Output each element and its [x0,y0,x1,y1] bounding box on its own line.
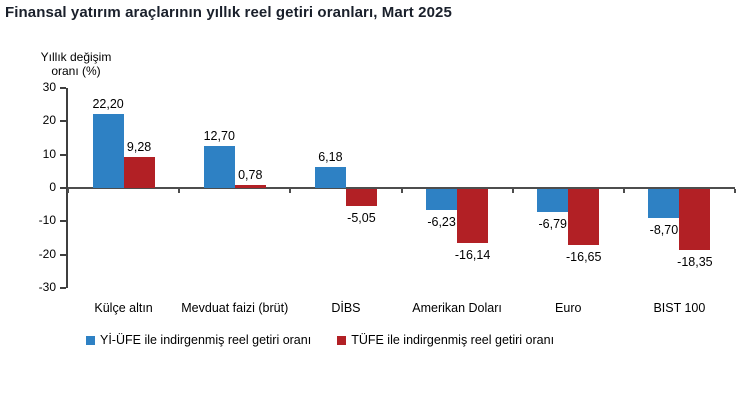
legend-label-tufe: TÜFE ile indirgenmiş reel getiri oranı [351,333,555,347]
bar-tufe [568,189,600,245]
y-axis-tick-label: 10 [42,146,56,161]
y-axis-line [66,88,68,288]
bar-yiufe [92,114,124,188]
bar-tufe [457,189,489,243]
category-label: Amerikan Doları [412,301,502,315]
bar-value-label: -16,65 [566,249,602,264]
legend-item-yiufe: Yİ-ÜFE ile indirgenmiş reel getiri oranı [86,333,311,347]
y-axis-tick [60,187,66,189]
y-axis-tick [60,153,66,156]
bar-yiufe [426,189,458,210]
category-label: Külçe altın [94,301,153,315]
bar-tufe [234,185,266,188]
x-axis-tick [622,189,625,193]
bar-yiufe [203,145,235,188]
x-axis-tick [511,189,514,193]
bar-value-label: 12,70 [203,128,235,143]
x-axis-tick [178,189,181,193]
bar-value-label: -6,23 [427,214,456,229]
x-axis-tick [400,189,403,193]
legend: Yİ-ÜFE ile indirgenmiş reel getiri oranı… [86,333,554,347]
x-axis-tick [734,189,736,193]
y-axis-tick-label: 20 [42,113,56,128]
category-label: DİBS [331,301,361,315]
bar-tufe [123,157,155,188]
bar-value-label: -16,14 [454,247,491,262]
legend-swatch-blue-square-icon [86,335,95,345]
zero-line [68,187,735,189]
y-axis-tick [60,87,66,89]
bar-value-label: -6,79 [538,216,568,231]
category-label: BIST 100 [653,301,706,315]
bar-value-label: -18,35 [677,255,713,270]
x-axis-tick [289,189,292,193]
legend-item-tufe: TÜFE ile indirgenmiş reel getiri oranı [337,333,554,347]
x-axis-tick [67,189,69,193]
y-axis-title-line2: oranı (%) [51,64,101,78]
bar-value-label: -5,05 [347,210,376,225]
bar-value-label: 0,78 [238,168,263,183]
bar-value-label: -8,70 [649,223,679,237]
category-label: Euro [555,301,582,315]
y-axis-tick-label: 0 [49,180,56,194]
bar-yiufe [314,167,346,188]
y-axis-tick-label: -20 [38,246,56,261]
legend-label-yiufe: Yİ-ÜFE ile indirgenmiş reel getiri oranı [100,333,312,347]
bar-value-label: 22,20 [92,97,124,111]
chart-title: Finansal yatırım araçlarının yıllık reel… [5,4,452,21]
y-axis-tick [60,120,66,123]
y-axis-tick-label: 30 [42,80,56,94]
y-axis-tick [60,220,66,223]
legend-swatch-red-square-icon [337,335,347,345]
bar-yiufe [537,189,569,212]
bar-tufe [345,189,377,206]
category-label: Mevduat faizi (brüt) [181,301,289,315]
bar-tufe [679,189,711,251]
y-axis-title-line1: Yıllık değişim [40,50,112,64]
y-axis-tick-label: -30 [38,280,56,294]
y-axis-tick-label: -10 [38,213,56,228]
bar-value-label: 9,28 [126,140,152,155]
bar-yiufe [648,189,680,218]
y-axis-tick [60,287,66,289]
y-axis-tick [60,253,66,256]
y-axis-title: Yıllık değişim oranı (%) [30,50,122,78]
bar-value-label: 6,18 [318,150,343,165]
